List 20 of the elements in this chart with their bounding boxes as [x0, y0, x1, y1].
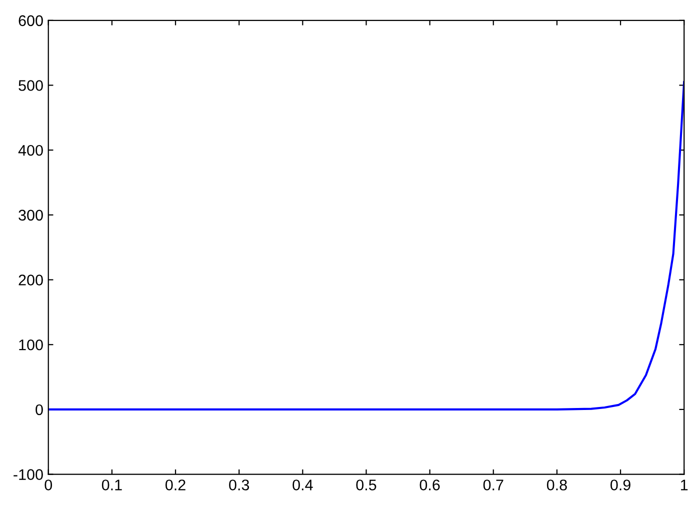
y-tick-label: 500: [18, 80, 43, 91]
y-tick-label: -100: [14, 469, 43, 480]
y-tick-label: 200: [18, 274, 43, 286]
y-tick-label: 0: [36, 404, 43, 416]
x-tick-label: 0.2: [165, 480, 186, 490]
x-tick-label: 0.1: [102, 480, 122, 490]
x-tick-label: 0.5: [356, 480, 376, 490]
x-tick-label: 0.4: [292, 480, 313, 490]
x-tick-label: 0.9: [610, 480, 630, 490]
x-tick-label: 0.3: [229, 480, 250, 490]
x-tick-label: 0.8: [546, 480, 567, 490]
y-tick-label: 300: [18, 210, 43, 221]
y-tick-label: 600: [18, 15, 43, 26]
x-tick-label: 0.7: [483, 480, 504, 490]
y-tick-label: 400: [18, 144, 43, 156]
line-series: [48, 80, 684, 410]
y-tick-label: 100: [19, 339, 43, 350]
x-tick-label: 0.6: [420, 480, 440, 490]
x-tick-label: 1: [681, 480, 688, 490]
x-tick-label: 0: [44, 480, 52, 490]
